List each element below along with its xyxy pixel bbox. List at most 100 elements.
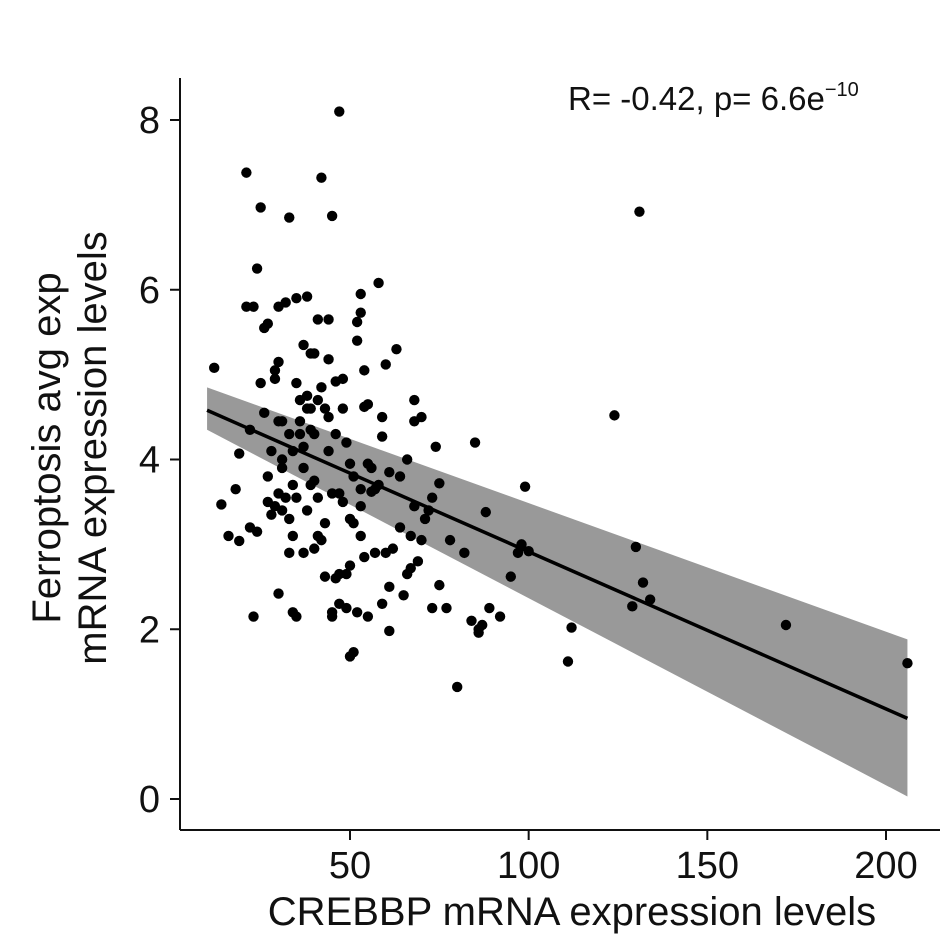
data-point <box>627 601 638 612</box>
data-point <box>416 411 427 423</box>
axes-layer <box>179 78 940 831</box>
data-point <box>419 513 431 525</box>
data-point <box>430 441 441 452</box>
data-point <box>355 484 366 495</box>
correlation-annotation-text: R= -0.42, p= 6.6e <box>568 80 825 117</box>
x-tick-label: 200 <box>854 845 917 887</box>
data-point <box>280 297 291 308</box>
data-point <box>301 390 313 402</box>
data-point <box>294 428 306 440</box>
data-point <box>266 509 277 520</box>
confidence-band <box>207 387 908 797</box>
data-point <box>266 445 277 457</box>
data-point <box>284 212 295 223</box>
data-point <box>426 492 438 503</box>
data-point <box>262 318 274 329</box>
data-point <box>355 500 366 512</box>
data-point <box>269 373 281 385</box>
y-axis-title-line-1: Ferroptosis avg exp <box>25 272 69 623</box>
data-point <box>273 588 284 599</box>
data-point <box>337 373 349 385</box>
data-point <box>634 206 645 217</box>
data-point <box>323 354 334 365</box>
data-point <box>294 416 306 427</box>
data-point <box>484 602 495 614</box>
data-point <box>223 530 234 542</box>
data-point <box>359 365 370 376</box>
data-point <box>284 547 295 559</box>
data-point <box>355 288 366 300</box>
data-point <box>384 467 395 478</box>
data-point <box>255 377 266 389</box>
data-point <box>337 496 349 508</box>
data-point <box>319 403 331 414</box>
data-point <box>444 534 456 546</box>
data-point <box>394 471 406 482</box>
data-point <box>316 382 327 393</box>
data-point <box>405 562 416 574</box>
data-point <box>441 602 452 614</box>
data-point <box>341 568 352 580</box>
data-point <box>326 488 338 499</box>
data-point <box>630 541 642 553</box>
data-point <box>452 681 463 693</box>
data-point <box>512 547 524 559</box>
regression-line <box>206 408 909 720</box>
data-point <box>291 377 302 389</box>
data-point <box>376 431 388 442</box>
data-point <box>323 445 334 457</box>
data-point <box>280 492 291 503</box>
data-point <box>269 365 281 376</box>
data-point <box>391 343 402 355</box>
data-point <box>477 619 488 631</box>
data-point <box>344 560 356 571</box>
data-point <box>312 314 324 325</box>
regression-layer <box>206 408 909 720</box>
data-point <box>466 615 477 626</box>
data-point <box>291 293 302 304</box>
data-point <box>251 263 263 274</box>
data-point <box>326 210 338 222</box>
data-point <box>341 602 352 614</box>
data-point <box>334 106 345 117</box>
y-axis-title: Ferroptosis avg exp mRNA expression leve… <box>25 231 115 665</box>
data-point <box>241 301 252 312</box>
data-point <box>562 656 574 667</box>
x-axis-title: CREBBP mRNA expression levels <box>268 890 876 934</box>
data-point <box>384 625 395 637</box>
data-point <box>480 506 491 518</box>
data-point <box>434 478 445 489</box>
data-point <box>262 471 274 482</box>
data-point <box>305 403 316 414</box>
data-point <box>405 530 416 542</box>
x-tick-label: 150 <box>676 845 739 887</box>
data-point <box>351 607 363 618</box>
data-point <box>384 581 395 593</box>
data-point <box>380 359 391 370</box>
data-point <box>348 646 359 658</box>
data-point <box>298 547 309 559</box>
data-point <box>298 441 309 452</box>
data-point <box>291 611 302 622</box>
y-tick-label: 2 <box>139 609 160 651</box>
data-point <box>348 517 359 529</box>
data-point <box>323 411 334 423</box>
data-point <box>434 579 445 591</box>
data-point <box>519 481 531 492</box>
data-point <box>241 167 252 178</box>
data-point <box>287 479 299 491</box>
data-point <box>334 488 345 499</box>
data-point <box>216 499 227 510</box>
correlation-annotation: R= -0.42, p= 6.6e−10 <box>568 79 859 117</box>
data-point <box>387 543 399 554</box>
data-point <box>426 602 438 614</box>
data-point <box>355 530 366 542</box>
data-point <box>323 314 334 325</box>
data-point <box>276 505 288 516</box>
data-point <box>609 410 620 421</box>
data-point <box>376 598 388 609</box>
data-point <box>248 301 259 312</box>
data-point <box>291 492 302 503</box>
y-axis-title-line-2: mRNA expression levels <box>71 231 115 665</box>
data-point <box>373 277 384 289</box>
